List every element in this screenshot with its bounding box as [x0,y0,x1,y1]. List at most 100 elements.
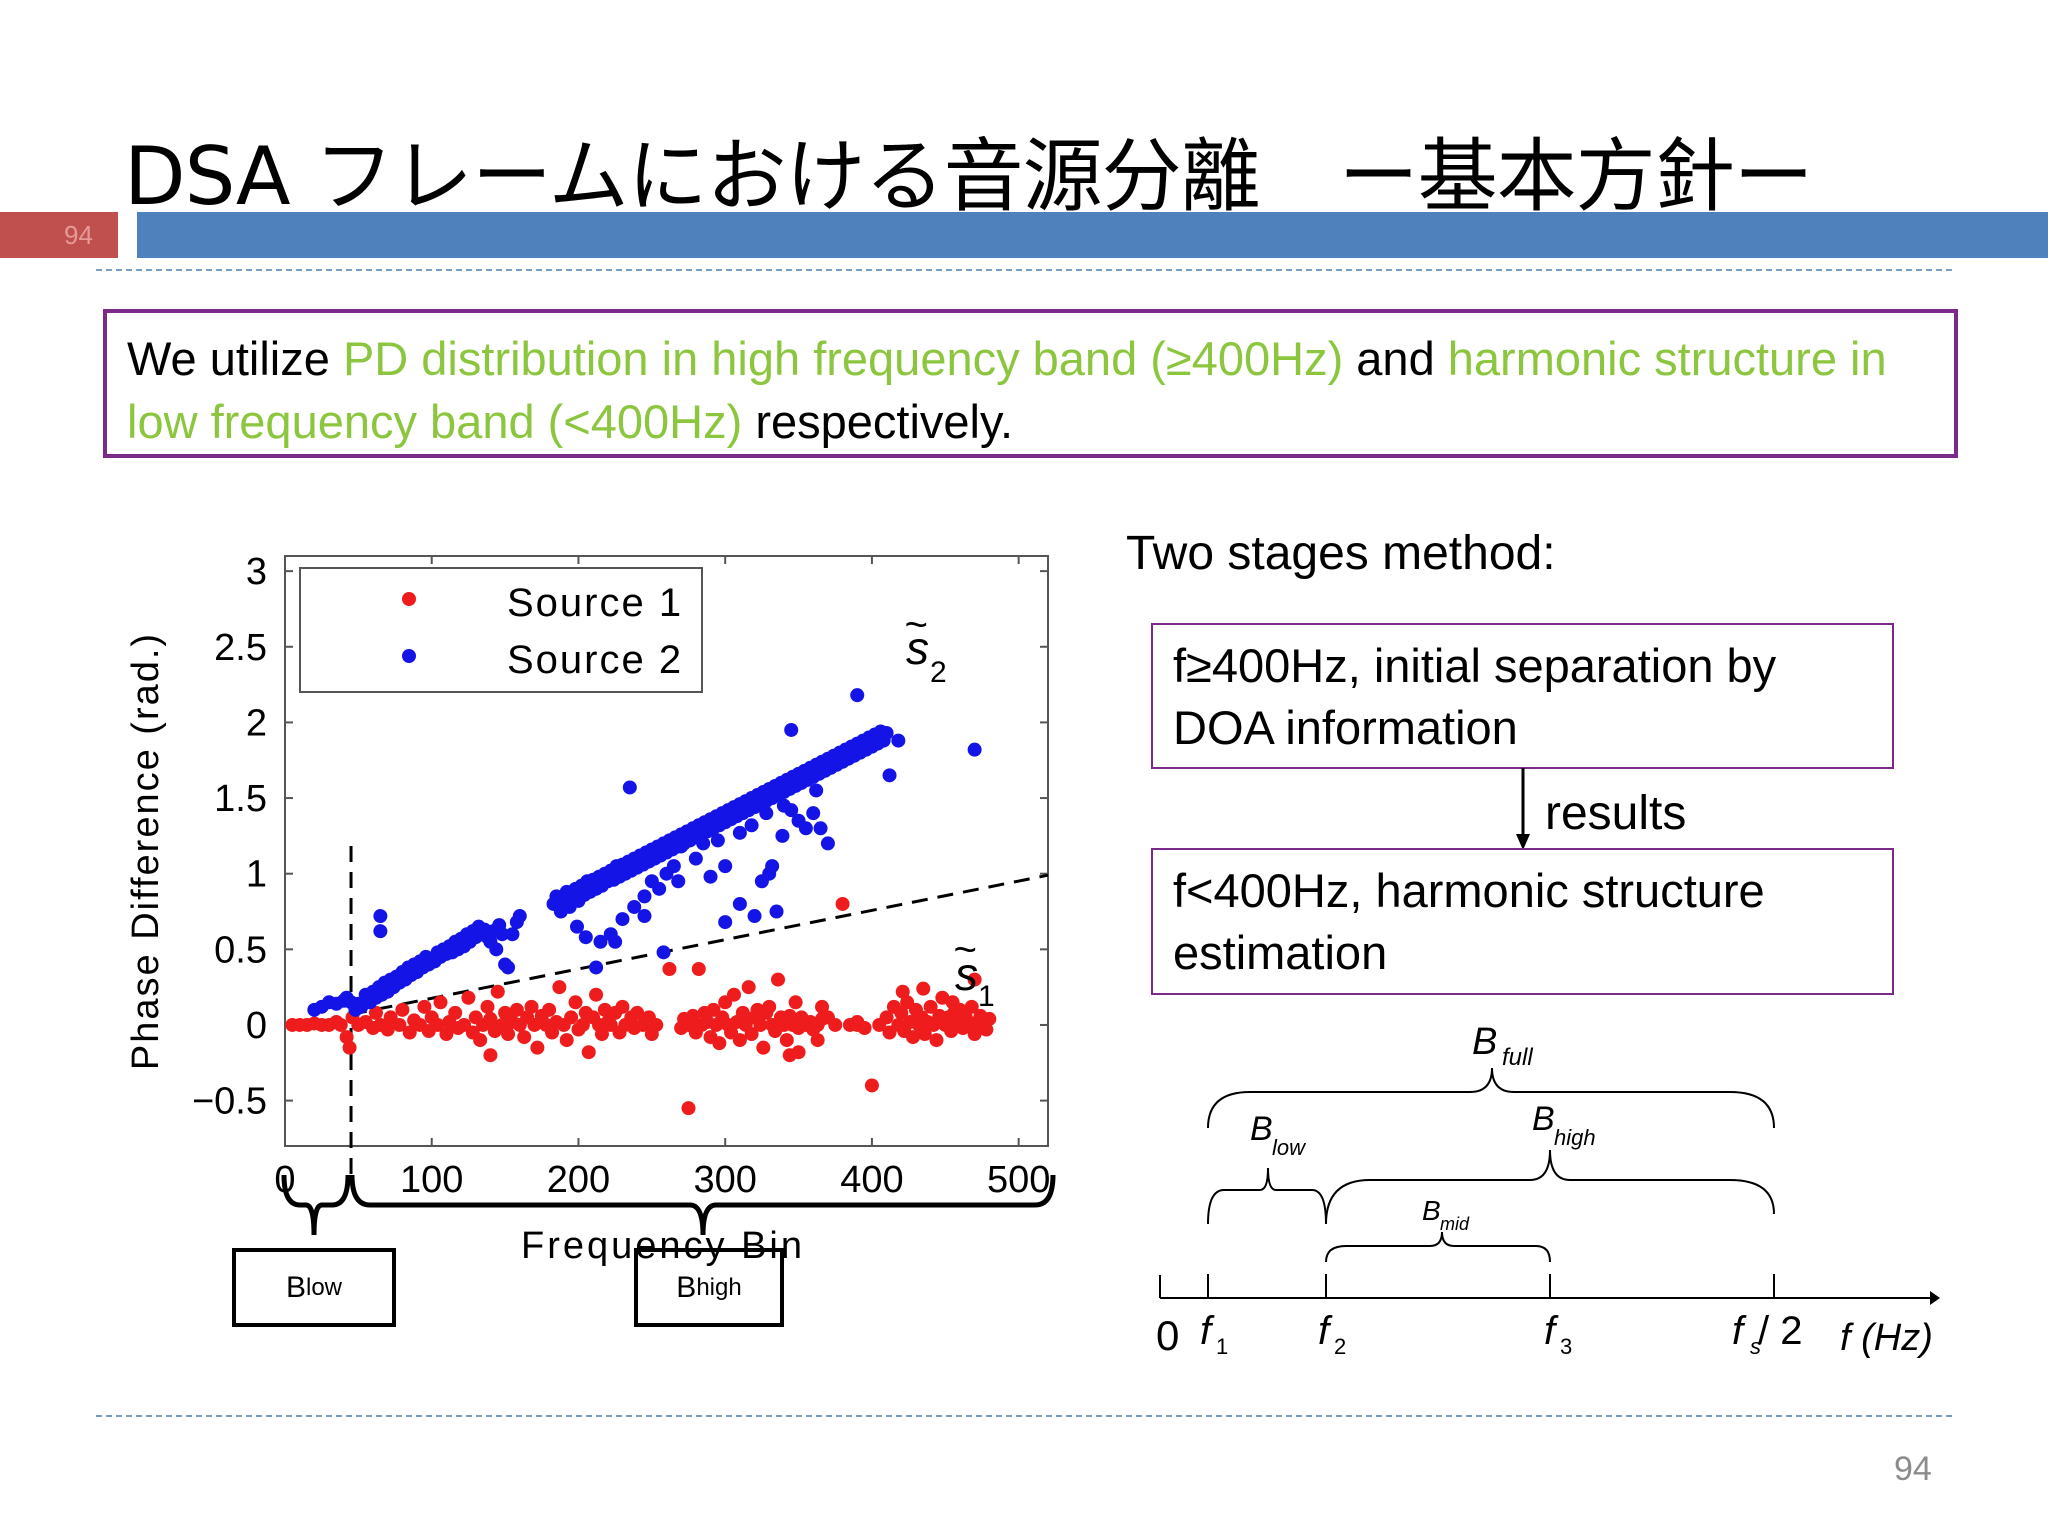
stage-1-box: f≥400Hz, initial separation by DOA infor… [1151,623,1894,769]
source-1-point [392,1017,407,1032]
legend-box [299,567,703,693]
source-2-point [671,874,686,889]
source-2-point [967,742,982,757]
source-2-point [732,825,747,840]
source-2-point [589,960,604,975]
source-1-point [430,1017,445,1032]
source-1-point [741,980,756,995]
blow-label-sub: low [306,1273,343,1301]
source-2-point [744,818,759,833]
source-1-point [857,1021,872,1035]
source-2-point [688,851,703,866]
fs-label: f [1732,1309,1747,1353]
source-1-point [594,1027,609,1042]
x-axis-label: Frequency Bin [521,1225,805,1267]
s1-tilde: ~ [953,928,976,972]
source-1-point [982,1011,997,1026]
slide-number-tab: 94 [0,212,118,258]
x-tick-label: 400 [840,1159,903,1201]
b-mid-main: B [1422,1195,1441,1226]
frequency-axis-label: f (Hz) [1840,1317,1933,1359]
f3-label: f [1544,1309,1559,1353]
source-2-point [615,912,630,927]
source-1-point [461,990,476,1005]
source-1-point [681,1101,696,1116]
y-tick-label: 2 [246,702,267,744]
source-2-point [882,768,897,783]
s2-subscript: 2 [930,656,947,689]
slide-number-tab-label: 94 [64,220,93,250]
fs-subscript: s [1750,1334,1761,1359]
y-tick-label: 3 [246,551,267,593]
s2-tilde: ~ [904,603,927,647]
source-2-point [879,726,894,740]
header-bar [137,212,2048,258]
source-2-point [512,909,527,924]
source-2-point [718,859,733,874]
source-1-point [581,1045,596,1060]
y-tick-label: 0.5 [214,929,267,971]
source-1-point [402,1025,417,1040]
source-1-point [552,980,567,995]
y-tick-label: 0 [246,1005,267,1047]
source-1-point [979,1022,994,1037]
source-1-point [810,1033,825,1048]
legend-label-source-1: Source 1 [507,581,683,625]
source-2-point [784,722,799,737]
results-arrow [1516,768,1530,850]
source-2-point [784,803,799,818]
source-1-point [333,1017,348,1032]
source-1-point [490,984,505,999]
source-1-point [732,1033,747,1048]
source-1-point [395,1002,410,1017]
statement-text-2: and [1343,332,1448,385]
bhigh-brace [349,1174,1056,1236]
source-1-point [368,1005,383,1020]
source-2-point [578,930,593,945]
source-1-point [473,1033,488,1048]
source-1-point [575,1017,590,1032]
f3-subscript: 3 [1560,1334,1572,1359]
results-label: results [1545,787,1687,840]
b-full-sub: full [1502,1044,1533,1071]
source-2-point [891,733,906,748]
source-1-point [916,981,931,996]
source-2-point [732,896,747,911]
source-2-point [798,821,813,836]
source-1-point [895,984,910,999]
source-2-point [637,909,652,924]
stage-1-text: f≥400Hz, initial separation by DOA infor… [1173,639,1777,754]
page-number: 94 [1894,1450,1932,1488]
blow-brace [281,1174,351,1236]
x-tick-label: 100 [400,1159,463,1201]
source-1-point [771,972,786,987]
source-1-point [483,1048,498,1063]
statement-box: We utilize PD distribution in high frequ… [103,309,1958,458]
source-2-point [813,821,828,836]
x-tick-label: 500 [987,1159,1050,1201]
source-1-point [964,999,979,1014]
source-1-point [906,1030,921,1045]
source-1-point [685,1008,700,1023]
statement-highlight-1: PD distribution in high frequency band (… [342,332,1344,385]
source-1-point [524,999,539,1014]
y-tick-label: −0.5 [192,1081,267,1123]
source-1-point [791,1045,806,1060]
source-2-point [622,780,637,795]
source-2-point [501,960,516,975]
source-1-point [894,1005,909,1020]
source-2-point [850,688,865,703]
source-1-point [589,987,604,1002]
y-tick-label: 2.5 [214,627,267,669]
f2-label: f [1318,1309,1333,1353]
slide-title: DSA フレームにおける音源分離 ー基本方針ー [124,130,1814,223]
frequency-axis-arrowhead [1930,1291,1940,1305]
source-1-point [735,1005,750,1020]
f2-subscript: 2 [1334,1334,1346,1359]
plot-area-frame [284,555,1049,1147]
source-1-point [879,1010,894,1025]
source-1-point [417,999,432,1014]
